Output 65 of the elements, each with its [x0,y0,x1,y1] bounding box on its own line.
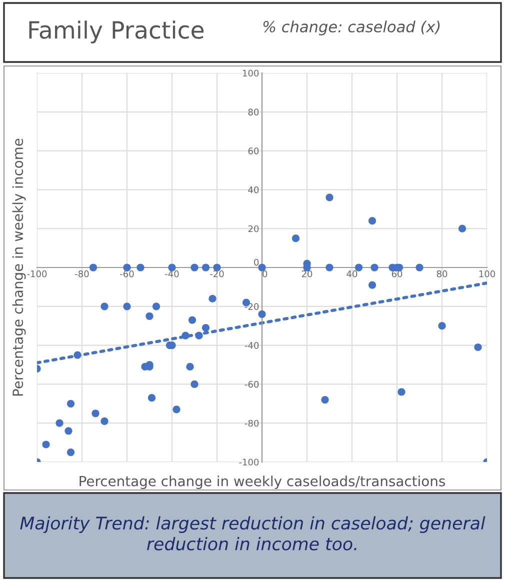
point [195,332,203,340]
point [146,312,154,320]
y-tick-label: 80 [248,108,259,116]
x-tick-label: -80 [75,270,89,278]
y-tick-label: 60 [248,148,259,154]
x-tick-label: -20 [210,270,224,278]
point [172,406,180,414]
point [89,264,98,272]
text: Majority Trend: largest reduction in caseload; general reduction in income too. [20,516,486,550]
point [326,194,334,202]
y-tick-label: 40 [248,186,259,194]
x-tick-label: 80 [436,270,448,278]
y-tick-label: -80 [244,420,259,427]
x-tick-label: -40 [165,270,179,278]
point [64,427,72,435]
point [182,332,190,340]
point [292,234,300,242]
y-tick-label: -60 [244,380,259,388]
y-tick-label: 0 [254,258,259,266]
y-tick-label: -100 [239,458,259,466]
point [100,302,108,310]
point [92,410,100,418]
point [136,264,144,272]
point [123,302,131,310]
point [354,264,363,272]
point [326,264,334,272]
point [258,310,266,318]
point [188,316,196,324]
y-tick-label: 100 [242,70,259,77]
point [100,417,108,425]
point [190,380,198,388]
point [202,264,210,272]
point [190,264,198,272]
x-tick-label: -60 [120,270,134,278]
y-axis-title: Percentage change in weekly income [12,138,26,396]
y-tick-label: 20 [248,225,259,232]
point [368,217,376,225]
y-tick-label: -40 [244,342,259,349]
x-tick-label: 0 [262,270,268,278]
x-axis-title: Percentage change in weekly caseloads/transactions [80,476,445,490]
point [42,440,50,448]
point [152,302,160,310]
point [66,448,75,456]
point [56,419,64,427]
chart-title: Family Practice [29,20,204,44]
chart-subtitle: % change: caseload (x) [263,20,440,36]
point [208,294,216,302]
y-tick-label: -20 [244,303,259,310]
x-tick-label: 40 [346,270,358,278]
point [370,264,378,272]
point [186,362,194,370]
point [74,351,82,359]
point [321,396,329,404]
point [416,264,424,272]
x-tick-label: 100 [479,270,496,278]
point [148,394,156,402]
x-tick-label: 20 [302,270,312,278]
point [438,322,446,330]
point [202,324,210,332]
point [368,281,376,289]
point [398,388,406,396]
point [458,224,466,232]
x-tick-label: -100 [27,270,47,278]
point [474,343,482,352]
point [66,400,75,408]
